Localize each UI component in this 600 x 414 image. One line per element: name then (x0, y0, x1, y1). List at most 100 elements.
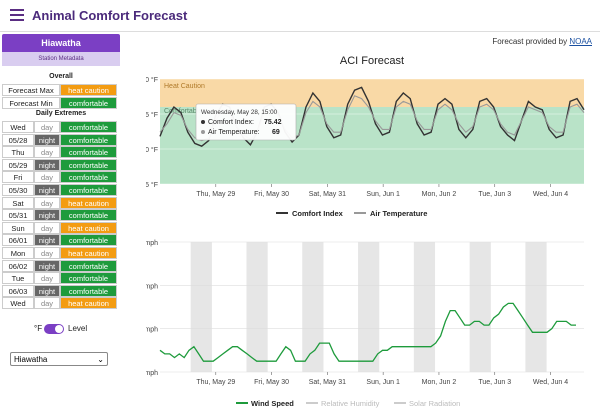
daily-period: day (34, 247, 60, 259)
daily-row: 05/30 night comfortable (2, 184, 120, 196)
night-stripe (246, 242, 268, 372)
daily-date-label: Tue (2, 272, 34, 285)
x-tick-label: Mon, Jun 2 (422, 379, 457, 386)
x-tick-label: Sun, Jun 1 (366, 191, 400, 198)
daily-row: Fri day comfortable (2, 171, 120, 184)
daily-date-label: 05/29 (2, 158, 34, 171)
y-tick-label: 25 °F (146, 181, 158, 189)
tooltip-air-label: Air Temperature: (208, 129, 260, 136)
y-tick-label: 50 °F (146, 146, 158, 154)
legend-air-temperature: Air Temperature (370, 209, 427, 218)
tooltip-box (195, 103, 297, 141)
daily-status: comfortable (60, 259, 117, 272)
x-tick-label: Fri, May 30 (254, 379, 289, 386)
station-select-value: Hiawatha (14, 355, 48, 364)
daily-status: comfortable (60, 133, 117, 146)
daily-date-label: 06/03 (2, 284, 34, 297)
daily-status: comfortable (60, 209, 117, 222)
daily-status: comfortable (60, 146, 117, 159)
tooltip-comfort-value: 75.42 (264, 119, 282, 126)
overall-title: Overall (49, 73, 73, 80)
daily-date-label: 05/28 (2, 133, 34, 146)
legend-relative-humidity: Relative Humidity (321, 399, 380, 408)
chart-title: ACI Forecast (340, 55, 404, 67)
y-tick-label: 0 mph (146, 370, 158, 377)
y-tick-label: 24 mph (146, 283, 158, 290)
provider-text: Forecast provided by (492, 37, 568, 46)
daily-row: Mon day heat caution (2, 247, 120, 259)
unit-level-toggle[interactable] (44, 324, 64, 334)
daily-status: heat caution (60, 297, 117, 310)
daily-period: night (34, 234, 60, 247)
daily-status: heat caution (60, 221, 117, 234)
daily-period: day (34, 297, 60, 310)
night-stripe (358, 242, 380, 372)
daily-date-label: 06/02 (2, 259, 34, 272)
y-tick-label: 36 mph (146, 240, 158, 247)
overall-label: Forecast Min (2, 97, 60, 109)
daily-row: Wed day heat caution (2, 297, 120, 310)
provider-credit: Forecast provided by NOAA (492, 37, 592, 46)
daily-row: 05/29 night comfortable (2, 158, 120, 171)
tooltip: Wednesday, May 28, 15:00 Comfort Index: 75… (195, 103, 297, 141)
x-tick-label: Sat, May 31 (309, 379, 346, 386)
tooltip-date: Wednesday, May 28, 15:00 (201, 109, 278, 116)
chevron-down-icon: ⌄ (97, 355, 104, 364)
daily-date-label: Fri (2, 171, 34, 184)
aci-forecast-chart: ACI Forecast Heat Caution Comfortable 100 °… (146, 55, 585, 218)
daily-row: Sun day heat caution (2, 221, 120, 234)
band-label-comfortable: Comfortable (164, 108, 202, 115)
hamburger-menu-icon[interactable] (10, 9, 24, 21)
overall-row: Forecast Max heat caution (2, 84, 120, 96)
daily-status: comfortable (60, 121, 117, 133)
daily-row: Thu day comfortable (2, 146, 120, 159)
daily-date-label: 06/01 (2, 234, 34, 247)
night-stripe (469, 242, 491, 372)
overall-row: Forecast Min comfortable (2, 97, 120, 109)
x-tick-label: Sat, May 31 (309, 191, 346, 198)
daily-period: night (34, 184, 60, 196)
daily-status: comfortable (60, 234, 117, 247)
daily-row: 06/02 night comfortable (2, 259, 120, 272)
night-stripe (302, 242, 324, 372)
daily-period: day (34, 171, 60, 184)
station-metadata-link[interactable]: Station Metadata (2, 52, 120, 66)
daily-period: day (34, 121, 60, 133)
daily-period: night (34, 158, 60, 171)
daily-period: day (34, 196, 60, 209)
daily-date-label: Sun (2, 221, 34, 234)
night-stripe (413, 242, 436, 372)
series-line-wind-speed (159, 302, 576, 362)
daily-date-label: Wed (2, 297, 34, 310)
legend-wind-speed: Wind Speed (251, 399, 294, 408)
tooltip-air-dot (201, 130, 205, 134)
x-tick-label: Wed, Jun 4 (533, 191, 568, 198)
y-tick-label: 12 mph (146, 327, 158, 334)
noaa-link[interactable]: NOAA (569, 37, 592, 46)
overall-status: comfortable (60, 97, 117, 109)
daily-date-label: Wed (2, 121, 34, 133)
daily-row: Wed day comfortable (2, 121, 120, 133)
station-name: Hiawatha (2, 34, 120, 52)
daily-row: 05/28 night comfortable (2, 133, 120, 146)
daily-period: night (34, 284, 60, 297)
station-select[interactable]: Hiawatha ⌄ (10, 352, 108, 366)
legend-solar-radiation: Solar Radiation (409, 399, 460, 408)
daily-status: comfortable (60, 272, 117, 285)
daily-date-label: Thu (2, 146, 34, 159)
level-label: Level (68, 324, 88, 333)
daily-period: night (34, 259, 60, 272)
tooltip-comfort-label: Comfort Index: (208, 119, 254, 126)
y-tick-label: 100 °F (146, 76, 158, 84)
daily-row: 06/03 night comfortable (2, 284, 120, 297)
night-stripe (190, 242, 212, 372)
x-tick-label: Wed, Jun 4 (533, 379, 568, 386)
daily-period: day (34, 272, 60, 285)
daily-status: heat caution (60, 247, 117, 259)
daily-status: comfortable (60, 284, 117, 297)
daily-date-label: Sat (2, 196, 34, 209)
legend-comfort-index: Comfort Index (292, 209, 344, 218)
night-stripe (525, 242, 547, 372)
daily-status: comfortable (60, 158, 117, 171)
y-tick-label: 75 °F (146, 111, 158, 119)
